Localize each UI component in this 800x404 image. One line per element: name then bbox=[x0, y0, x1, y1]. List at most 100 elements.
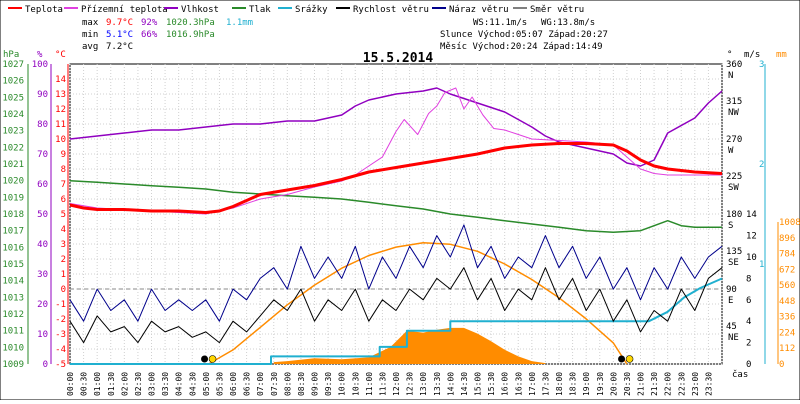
temp-tick-6: 8 bbox=[61, 165, 66, 175]
mm-tick-4: 560 bbox=[779, 281, 795, 291]
pct-tick-4: 60 bbox=[37, 180, 48, 190]
x-tick-4: 02:00 bbox=[120, 372, 129, 396]
moonrise-marker bbox=[618, 355, 626, 363]
stat-moon: Měsíc Východ:20:24 Západ:14:49 bbox=[440, 42, 603, 52]
temp-tick-9: 5 bbox=[61, 210, 66, 220]
x-tick-1: 00:30 bbox=[80, 372, 89, 396]
ms-tick-1: 12 bbox=[746, 232, 757, 242]
hpa-tick-6: 1021 bbox=[2, 160, 24, 170]
dir-label-7: NE bbox=[728, 333, 739, 343]
temp-tick-4: 10 bbox=[55, 135, 66, 145]
x-tick-15: 07:30 bbox=[270, 372, 279, 396]
x-tick-42: 21:00 bbox=[637, 372, 646, 396]
x-tick-40: 20:00 bbox=[609, 372, 618, 396]
ms-tick-2: 10 bbox=[746, 253, 757, 263]
x-tick-29: 14:30 bbox=[460, 372, 469, 396]
mm-tick-2: 784 bbox=[779, 250, 795, 260]
temp-tick-15: -1 bbox=[55, 300, 66, 310]
dir-label-0: N bbox=[728, 71, 733, 81]
x-tick-10: 05:00 bbox=[202, 372, 211, 396]
x-tick-21: 10:30 bbox=[351, 372, 360, 396]
temp-tick-1: 13 bbox=[55, 90, 66, 100]
axis-unit-ms: m/s bbox=[744, 50, 760, 60]
stat-min-press: 1016.9hPa bbox=[166, 30, 215, 40]
hpa-tick-12: 1015 bbox=[2, 260, 24, 270]
hpa-tick-8: 1019 bbox=[2, 193, 24, 203]
ms-tick-4: 6 bbox=[746, 296, 751, 306]
hpa-tick-16: 1011 bbox=[2, 327, 24, 337]
stat-max-hum: 92% bbox=[141, 18, 158, 28]
temp-tick-2: 12 bbox=[55, 105, 66, 115]
stat-avg-label: avg bbox=[82, 42, 98, 52]
legend-label-5: Rychlost větru bbox=[353, 5, 429, 15]
x-tick-7: 03:30 bbox=[161, 372, 170, 396]
sunset-marker bbox=[625, 355, 634, 363]
dir-tick-3: 225 bbox=[726, 172, 742, 182]
x-axis-label: čas bbox=[732, 369, 748, 380]
x-tick-23: 11:30 bbox=[378, 372, 387, 396]
temp-tick-12: 2 bbox=[61, 255, 66, 265]
temp-tick-18: -4 bbox=[55, 345, 66, 355]
pct-tick-2: 80 bbox=[37, 120, 48, 130]
mm-tick-8: 112 bbox=[779, 344, 795, 354]
hpa-tick-18: 1009 bbox=[2, 360, 24, 370]
axis-unit-dir: ° bbox=[727, 50, 732, 60]
x-tick-16: 08:00 bbox=[283, 372, 292, 396]
hpa-tick-17: 1010 bbox=[2, 343, 24, 353]
mm-tick-9: 0 bbox=[779, 360, 784, 370]
axis-unit-pct: % bbox=[37, 50, 43, 60]
legend-label-0: Teplota bbox=[25, 5, 63, 15]
x-tick-34: 17:00 bbox=[528, 372, 537, 396]
legend-label-7: Směr větru bbox=[530, 5, 584, 15]
ms-top-tick-1: 2 bbox=[759, 160, 764, 170]
stat-min-temp: 5.1°C bbox=[106, 30, 133, 40]
hpa-tick-11: 1016 bbox=[2, 243, 24, 253]
legend-label-1: Přízemní teplota bbox=[81, 5, 168, 15]
chart-title: 15.5.2014 bbox=[363, 51, 434, 66]
moon-marker bbox=[201, 355, 209, 363]
x-tick-31: 15:30 bbox=[487, 372, 496, 396]
mm-tick-0: 1008 bbox=[779, 218, 800, 228]
temp-tick-11: 3 bbox=[61, 240, 66, 250]
rain-total-line bbox=[70, 277, 723, 365]
temp-tick-3: 11 bbox=[55, 120, 66, 130]
dir-label-3: SW bbox=[728, 183, 739, 193]
x-tick-36: 18:00 bbox=[555, 372, 564, 396]
x-tick-17: 08:30 bbox=[297, 372, 306, 396]
dir-tick-6: 90 bbox=[726, 285, 737, 295]
pct-tick-6: 40 bbox=[37, 240, 48, 250]
dir-label-5: SE bbox=[728, 258, 739, 268]
axis-unit-temp: °C bbox=[55, 50, 66, 60]
hpa-tick-7: 1020 bbox=[2, 177, 24, 187]
dir-label-1: NW bbox=[728, 108, 739, 118]
hpa-tick-9: 1018 bbox=[2, 210, 24, 220]
hpa-tick-14: 1013 bbox=[2, 293, 24, 303]
hpa-tick-10: 1017 bbox=[2, 227, 24, 237]
pct-tick-8: 20 bbox=[37, 300, 48, 310]
stat-max-press: 1020.3hPa bbox=[166, 18, 215, 28]
dir-label-4: S bbox=[728, 221, 733, 231]
x-tick-28: 14:00 bbox=[446, 372, 455, 396]
mm-tick-7: 224 bbox=[779, 328, 795, 338]
x-tick-43: 21:30 bbox=[650, 372, 659, 396]
x-tick-13: 06:30 bbox=[243, 372, 252, 396]
dir-label-2: W bbox=[728, 146, 734, 156]
ms-tick-6: 2 bbox=[746, 339, 751, 349]
x-tick-2: 01:00 bbox=[93, 372, 102, 396]
axis-unit-hpa: hPa bbox=[3, 50, 19, 60]
pct-tick-0: 100 bbox=[32, 60, 48, 70]
x-tick-47: 23:30 bbox=[704, 372, 713, 396]
x-tick-44: 22:00 bbox=[664, 372, 673, 396]
hpa-tick-5: 1022 bbox=[2, 143, 24, 153]
ms-tick-5: 4 bbox=[746, 317, 751, 327]
x-axis: 00:00 00:30 01:00 01:30 02:00 02:30 03:00 03:30… bbox=[66, 369, 748, 396]
ms-tick-7: 0 bbox=[746, 360, 751, 370]
stat-avg-temp: 7.2°C bbox=[106, 42, 133, 52]
stat-wg: WG:13.8m/s bbox=[541, 18, 595, 28]
axis-unit-mm: mm bbox=[776, 50, 787, 60]
dir-tick-4: 180 bbox=[726, 210, 742, 220]
x-tick-30: 15:00 bbox=[474, 372, 483, 396]
legend-label-2: Vlhkost bbox=[181, 5, 219, 15]
mm-tick-5: 448 bbox=[779, 297, 795, 307]
dir-tick-0: 360 bbox=[726, 60, 742, 70]
